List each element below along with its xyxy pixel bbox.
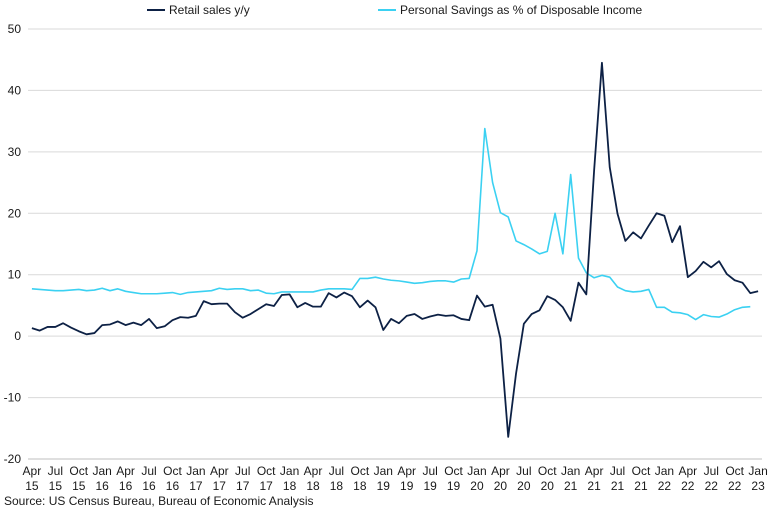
x-tick-label-month: Apr — [23, 464, 42, 478]
x-tick-label-month: Jan — [93, 464, 112, 478]
x-tick-label-year: 18 — [353, 479, 367, 493]
x-tick-label-month: Jan — [748, 464, 767, 478]
x-tick-label-year: 21 — [564, 479, 578, 493]
x-tick-label-year: 20 — [541, 479, 555, 493]
y-tick-label: 40 — [8, 83, 22, 97]
x-tick-label-year: 19 — [377, 479, 391, 493]
x-tick-label-year: 15 — [25, 479, 39, 493]
x-tick-label-year: 22 — [681, 479, 695, 493]
legend-item-personal-savings: Personal Savings as % of Disposable Inco… — [378, 3, 642, 17]
y-tick-label: 30 — [8, 145, 22, 159]
x-tick-label-year: 22 — [658, 479, 672, 493]
x-tick-label-month: Oct — [632, 464, 651, 478]
x-tick-label-year: 21 — [587, 479, 601, 493]
x-tick-label-year: 16 — [119, 479, 133, 493]
x-tick-label-month: Jul — [610, 464, 625, 478]
x-tick-label-month: Jul — [329, 464, 344, 478]
x-tick-label-month: Oct — [725, 464, 744, 478]
x-tick-label-year: 18 — [330, 479, 344, 493]
source-note: Source: US Census Bureau, Bureau of Econ… — [4, 494, 314, 508]
chart-legend: Retail sales y/y Personal Savings as % o… — [0, 3, 770, 23]
x-tick-label-month: Jul — [422, 464, 437, 478]
x-tick-label-month: Apr — [304, 464, 323, 478]
x-tick-label-year: 19 — [423, 479, 437, 493]
x-tick-label-month: Jul — [48, 464, 63, 478]
x-tick-label-year: 17 — [213, 479, 227, 493]
x-tick-label-month: Oct — [69, 464, 88, 478]
x-tick-label-year: 22 — [705, 479, 719, 493]
x-tick-label-month: Jan — [655, 464, 674, 478]
x-tick-label-year: 21 — [611, 479, 625, 493]
x-tick-label-year: 16 — [96, 479, 110, 493]
x-tick-label-month: Oct — [351, 464, 370, 478]
x-tick-label-month: Jan — [280, 464, 299, 478]
x-tick-label-year: 16 — [166, 479, 180, 493]
x-tick-label-month: Oct — [257, 464, 276, 478]
legend-swatch-personal-savings — [378, 9, 396, 11]
y-tick-label: -20 — [4, 452, 22, 466]
series-line-retail-sales — [31, 61, 759, 438]
x-tick-label-year: 23 — [751, 479, 765, 493]
legend-label-retail-sales: Retail sales y/y — [169, 3, 250, 17]
x-tick-label-year: 22 — [728, 479, 742, 493]
x-tick-label-month: Jul — [704, 464, 719, 478]
x-tick-label-year: 20 — [494, 479, 508, 493]
legend-item-retail-sales: Retail sales y/y — [147, 3, 250, 17]
x-tick-label-year: 17 — [189, 479, 203, 493]
x-tick-label-month: Oct — [163, 464, 182, 478]
x-tick-label-month: Jul — [235, 464, 250, 478]
x-tick-label-month: Apr — [491, 464, 510, 478]
x-tick-label-year: 15 — [72, 479, 86, 493]
x-tick-label-month: Apr — [210, 464, 229, 478]
legend-label-personal-savings: Personal Savings as % of Disposable Inco… — [400, 3, 643, 17]
x-tick-label-month: Jan — [467, 464, 486, 478]
x-tick-label-year: 17 — [259, 479, 273, 493]
y-tick-label: 50 — [8, 22, 22, 36]
x-tick-label-year: 19 — [400, 479, 414, 493]
x-tick-label-year: 18 — [306, 479, 320, 493]
x-tick-label-month: Apr — [397, 464, 416, 478]
x-tick-label-year: 20 — [517, 479, 531, 493]
x-tick-label-month: Jul — [516, 464, 531, 478]
x-tick-label-month: Jul — [141, 464, 156, 478]
y-tick-label: 20 — [8, 206, 22, 220]
legend-swatch-retail-sales — [147, 9, 165, 11]
x-tick-label-year: 15 — [49, 479, 63, 493]
x-tick-label-month: Jan — [374, 464, 393, 478]
x-tick-label-year: 16 — [142, 479, 156, 493]
x-tick-label-year: 21 — [634, 479, 648, 493]
series-line-personal-savings — [31, 127, 751, 321]
x-tick-label-month: Oct — [444, 464, 463, 478]
x-tick-label-month: Apr — [585, 464, 604, 478]
y-tick-label: 10 — [8, 268, 22, 282]
x-tick-label-month: Apr — [116, 464, 135, 478]
x-tick-label-month: Jan — [561, 464, 580, 478]
x-tick-label-month: Oct — [538, 464, 557, 478]
x-tick-label-year: 17 — [236, 479, 250, 493]
x-tick-label-year: 18 — [283, 479, 297, 493]
x-tick-label-month: Apr — [678, 464, 697, 478]
y-tick-label: 0 — [14, 329, 21, 343]
x-tick-label-year: 19 — [447, 479, 461, 493]
x-tick-label-month: Jan — [186, 464, 205, 478]
x-tick-label-year: 20 — [470, 479, 484, 493]
y-tick-label: -10 — [4, 391, 22, 405]
